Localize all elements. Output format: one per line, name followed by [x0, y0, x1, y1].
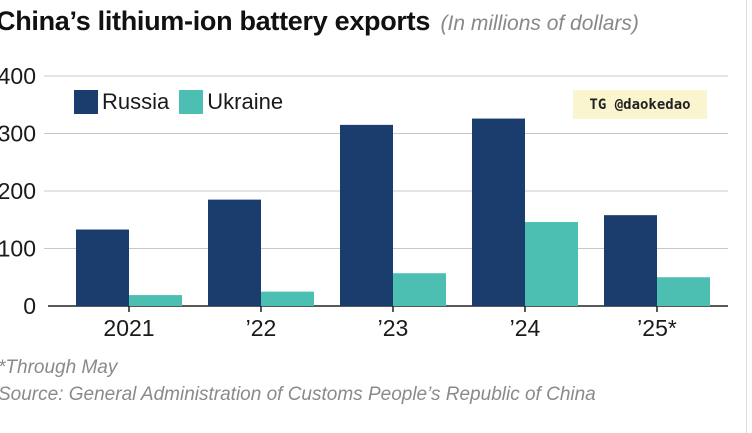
x-tick-label: ’22	[246, 315, 277, 341]
bar-russia-2	[340, 124, 393, 306]
y-tick-label: 400	[0, 63, 36, 89]
bar-russia-1	[208, 199, 261, 306]
legend-swatch-ukraine	[179, 90, 204, 114]
y-tick-label: 100	[0, 236, 36, 262]
legend-label-ukraine: Ukraine	[207, 89, 284, 114]
legend-item-russia: Russia	[74, 89, 169, 115]
bar-ukraine-2	[393, 273, 446, 306]
bar-ukraine-3	[525, 222, 578, 306]
y-tick-label: 0	[23, 293, 36, 319]
x-tick-label: ’24	[510, 315, 541, 341]
bar-ukraine-1	[261, 291, 314, 306]
x-tick-label: ’25*	[637, 315, 677, 341]
bar-ukraine-0	[129, 295, 182, 306]
legend: Russia Ukraine	[74, 89, 293, 115]
chart-subtitle: (In millions of dollars)	[440, 12, 639, 35]
bar-ukraine-4	[657, 277, 710, 306]
legend-item-ukraine: Ukraine	[179, 89, 283, 115]
legend-swatch-russia	[74, 90, 98, 114]
footnote-note: *Through May	[0, 357, 118, 378]
x-tick-label: 2021	[103, 315, 154, 341]
watermark-label: TG @daokedao	[573, 90, 707, 119]
bar-russia-4	[604, 215, 657, 306]
x-tick-label: ’23	[378, 315, 409, 341]
right-border-line	[746, 0, 747, 433]
y-tick-label: 200	[0, 178, 36, 204]
legend-label-russia: Russia	[102, 89, 170, 114]
y-tick-label: 300	[0, 121, 36, 147]
chart-title: China’s lithium-ion battery exports	[0, 6, 431, 36]
chart-title-block: China’s lithium-ion battery exports (In …	[0, 6, 639, 37]
bar-russia-3	[472, 118, 525, 306]
bar-russia-0	[76, 229, 129, 306]
footnote-source: Source: General Administration of Custom…	[0, 384, 596, 405]
